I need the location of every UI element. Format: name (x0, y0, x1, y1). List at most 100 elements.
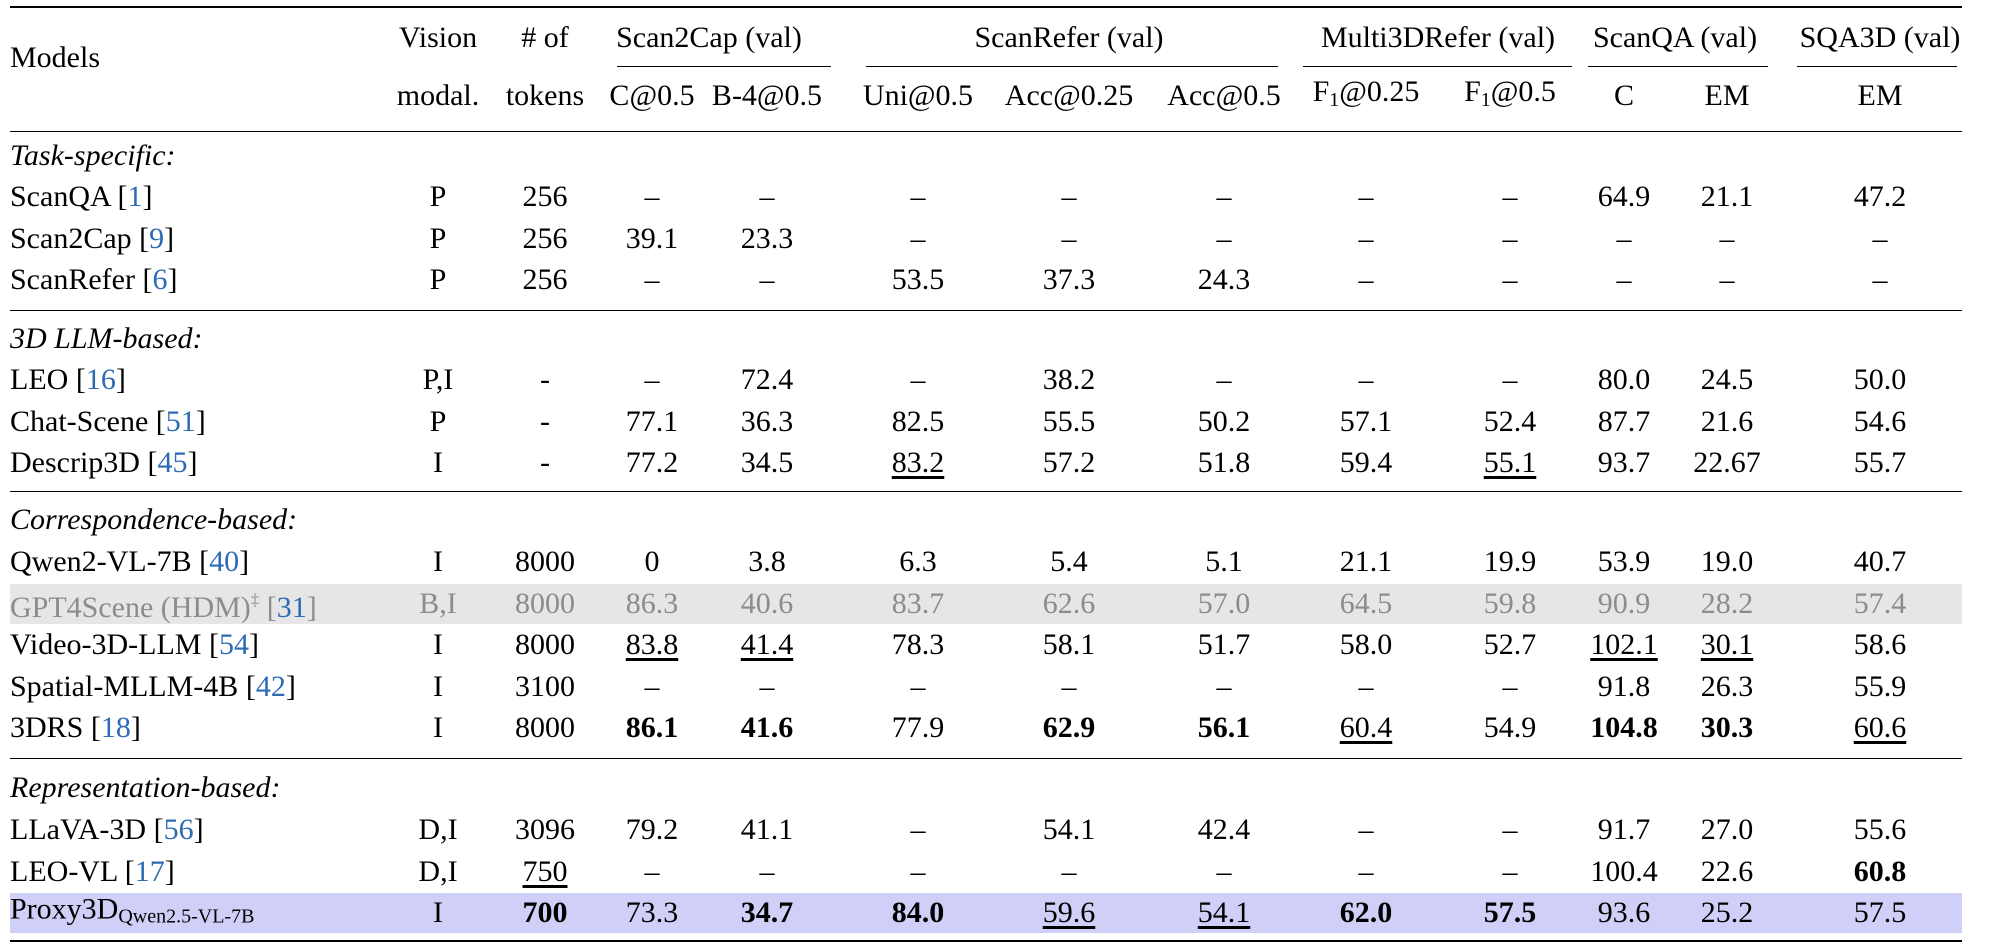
metric-cell: 87.7 (1597, 404, 1651, 438)
metric-cell: 55.7 (1853, 446, 1907, 479)
metric-cell: 6.3 (899, 545, 937, 578)
metric-cell: 19.0 (1700, 545, 1754, 578)
model-name-text: Spatial-MLLM-4B (10, 669, 239, 703)
metric-cell: – (1502, 669, 1518, 703)
vision-modality: P (429, 404, 447, 438)
metric-cell: 23.3 (740, 221, 794, 255)
token-count: 8000 (515, 586, 575, 620)
token-count: 256 (522, 221, 568, 255)
model-name: Qwen2-VL-7B [40] (10, 545, 250, 578)
metric-cell: 40.6 (740, 586, 794, 620)
metric-cell: – (644, 363, 660, 396)
model-name-text: GPT4Scene (HDM) (10, 590, 251, 624)
metric-cell: 86.3 (625, 586, 679, 620)
metric-cell: 78.3 (891, 628, 945, 661)
citation-link[interactable]: 1 (127, 180, 143, 213)
metric-cell: – (1061, 854, 1077, 888)
metric-cell: 64.5 (1339, 586, 1393, 620)
metric-cell: 62.0 (1339, 896, 1393, 929)
model-name-text: Qwen2-VL-7B (10, 545, 192, 578)
metric-cell: 42.4 (1197, 813, 1251, 846)
metric-cell: – (644, 669, 660, 703)
header-tokens: # of (521, 21, 569, 54)
metric-sub: 1 (1329, 89, 1340, 111)
metric-cell: – (1502, 221, 1518, 255)
metric-cell: – (1872, 263, 1888, 296)
token-count: 256 (522, 263, 568, 296)
citation-link[interactable]: 16 (85, 363, 116, 396)
citation-link[interactable]: 45 (157, 446, 188, 479)
metric-cell: – (1358, 363, 1374, 396)
token-count: 3100 (515, 669, 575, 703)
metric-cell: 60.6 (1853, 711, 1907, 744)
metric-cell: 3.8 (748, 545, 786, 578)
metric-cell: – (910, 854, 926, 888)
model-name: GPT4Scene (HDM)‡ [31] (10, 589, 317, 624)
metric-cell: 34.7 (740, 896, 794, 929)
header-vision: Vision (398, 21, 478, 54)
metric-cell: 0 (644, 545, 660, 578)
metric-cell: 90.9 (1597, 586, 1651, 620)
header-metric: C (1613, 79, 1635, 112)
metric-cell: 36.3 (740, 404, 794, 438)
metric-cell: 58.1 (1042, 628, 1096, 661)
metric-cell: 52.7 (1483, 628, 1537, 661)
metric-cell: 25.2 (1700, 896, 1754, 929)
vision-modality: I (433, 545, 443, 578)
citation-link[interactable]: 17 (134, 854, 165, 888)
metric-cell: – (1216, 669, 1232, 703)
header-group: ScanQA (val) (1592, 21, 1758, 54)
citation-link[interactable]: 40 (209, 545, 240, 578)
metric-cell: 83.8 (625, 628, 679, 661)
citation-link[interactable]: 18 (100, 711, 131, 744)
metric-f: F (1464, 75, 1481, 108)
metric-cell: 40.7 (1853, 545, 1907, 578)
token-count: 700 (522, 896, 568, 929)
section-title: Task-specific: (10, 139, 176, 172)
model-name-marker: ‡ (250, 589, 260, 609)
metric-cell: 30.1 (1700, 628, 1754, 661)
header-metric: F1@0.5 (1464, 74, 1556, 118)
metric-cell: – (759, 180, 775, 213)
token-count: 3096 (515, 813, 575, 846)
metric-cell: 77.1 (625, 404, 679, 438)
metric-cell: 93.6 (1597, 896, 1651, 929)
metric-cell: – (644, 854, 660, 888)
metric-cell: 83.2 (891, 446, 945, 479)
metric-cell: – (1616, 221, 1632, 255)
model-name: ScanRefer [6] (10, 263, 178, 296)
header-group: Scan2Cap (val) (616, 21, 802, 54)
metric-cell: – (1216, 854, 1232, 888)
metric-cell: 28.2 (1700, 586, 1754, 620)
vision-modality: P (429, 180, 447, 213)
token-count: - (540, 404, 550, 438)
metric-cell: – (1216, 363, 1232, 396)
citation-link[interactable]: 6 (152, 263, 168, 296)
metric-cell: 34.5 (740, 446, 794, 479)
citation-link[interactable]: 9 (149, 221, 165, 255)
citation-link[interactable]: 51 (165, 404, 196, 438)
metric-cell: – (1872, 221, 1888, 255)
metric-cell: 5.4 (1050, 545, 1088, 578)
metric-cell: – (1216, 221, 1232, 255)
metric-cell: 22.6 (1700, 854, 1754, 888)
metric-cell: 59.8 (1483, 586, 1537, 620)
citation-link[interactable]: 42 (255, 669, 286, 703)
header-group-rule (1797, 66, 1957, 67)
vision-modality: I (433, 711, 443, 744)
metric-cell: – (759, 669, 775, 703)
metric-cell: 56.1 (1197, 711, 1251, 744)
metric-cell: – (644, 180, 660, 213)
metric-cell: 54.9 (1483, 711, 1537, 744)
citation-link[interactable]: 56 (163, 813, 194, 846)
metric-cell: 91.8 (1597, 669, 1651, 703)
citation-link[interactable]: 54 (218, 628, 249, 661)
citation-link[interactable]: 31 (276, 590, 307, 624)
metric-cell: 86.1 (625, 711, 679, 744)
header-metric: C@0.5 (609, 79, 695, 112)
table-rule (10, 6, 1962, 8)
metric-cell: 73.3 (625, 896, 679, 929)
table-rule (10, 131, 1962, 132)
metric-cell: – (1358, 263, 1374, 296)
metric-cell: 41.1 (740, 813, 794, 846)
